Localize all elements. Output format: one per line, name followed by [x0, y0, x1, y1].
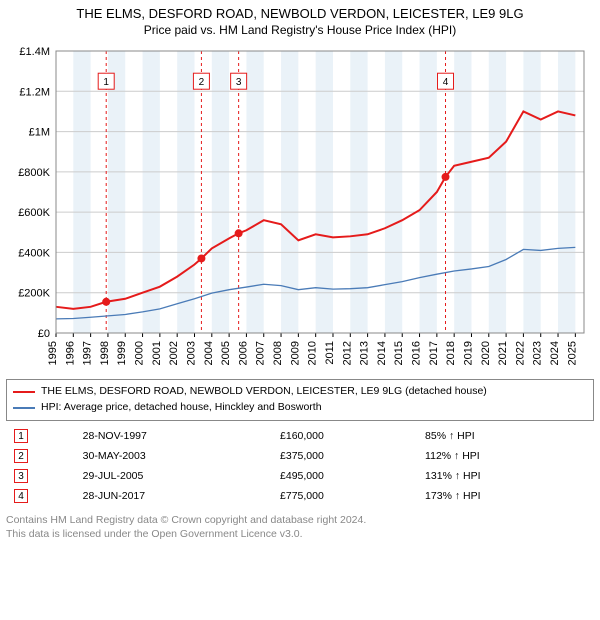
- x-tick-label: 2015: [393, 341, 405, 365]
- chart-container: £0 £200K £400K £600K £800K £1M £1.2M £1.4M 1995 1…: [6, 43, 594, 373]
- legend: THE ELMS, DESFORD ROAD, NEWBOLD VERDON, …: [6, 379, 594, 421]
- chart-marker-label: 4: [443, 77, 449, 88]
- transaction-date: 29-JUL-2005: [77, 467, 272, 485]
- legend-label: HPI: Average price, detached house, Hinc…: [41, 400, 322, 416]
- x-tick-label: 2002: [168, 341, 180, 365]
- title-main: THE ELMS, DESFORD ROAD, NEWBOLD VERDON, …: [6, 6, 594, 21]
- transaction-price: £775,000: [274, 487, 417, 505]
- y-tick-label: £1M: [29, 127, 50, 139]
- x-tick-label: 2004: [203, 341, 215, 365]
- transaction-date: 28-NOV-1997: [77, 427, 272, 445]
- title-sub: Price paid vs. HM Land Registry's House …: [6, 23, 594, 37]
- legend-label: THE ELMS, DESFORD ROAD, NEWBOLD VERDON, …: [41, 384, 487, 400]
- legend-row: HPI: Average price, detached house, Hinc…: [13, 400, 587, 416]
- y-tick-label: £0: [38, 328, 50, 340]
- x-tick-label: 2014: [376, 341, 388, 365]
- y-tick-label: £800K: [18, 167, 50, 179]
- series-marker: [102, 298, 110, 306]
- y-tick-label: £400K: [18, 247, 50, 259]
- transaction-hpi: 85% ↑ HPI: [419, 427, 592, 445]
- transaction-price: £375,000: [274, 447, 417, 465]
- legend-swatch: [13, 407, 35, 409]
- series-marker: [235, 229, 243, 237]
- x-tick-label: 2000: [134, 341, 146, 365]
- y-tick-label: £200K: [18, 288, 50, 300]
- y-tick-label: £600K: [18, 207, 50, 219]
- chart-marker-label: 1: [103, 77, 109, 88]
- x-tick-label: 2018: [445, 341, 457, 365]
- x-tick-label: 1997: [82, 341, 94, 365]
- legend-row: THE ELMS, DESFORD ROAD, NEWBOLD VERDON, …: [13, 384, 587, 400]
- legend-swatch: [13, 391, 35, 393]
- x-tick-label: 2001: [151, 341, 163, 365]
- transaction-date: 30-MAY-2003: [77, 447, 272, 465]
- x-tick-label: 2019: [462, 341, 474, 365]
- x-tick-label: 2025: [566, 341, 578, 365]
- x-tick-label: 2006: [237, 341, 249, 365]
- x-tick-label: 2008: [272, 341, 284, 365]
- x-tick-label: 2012: [341, 341, 353, 365]
- transactions-table: 1 28-NOV-1997£160,00085% ↑ HPI 2 30-MAY-200…: [6, 425, 594, 507]
- transaction-price: £160,000: [274, 427, 417, 445]
- x-tick-label: 2017: [428, 341, 440, 365]
- table-row: 2 30-MAY-2003£375,000112% ↑ HPI: [8, 447, 592, 465]
- x-tick-label: 2005: [220, 341, 232, 365]
- x-tick-label: 1999: [116, 341, 128, 365]
- transaction-date: 28-JUN-2017: [77, 487, 272, 505]
- transaction-hpi: 173% ↑ HPI: [419, 487, 592, 505]
- x-tick-label: 2020: [480, 341, 492, 365]
- footer-attribution: Contains HM Land Registry data © Crown c…: [6, 513, 594, 542]
- x-tick-label: 2007: [255, 341, 267, 365]
- footer-line-2: This data is licensed under the Open Gov…: [6, 527, 594, 542]
- price-chart: £0 £200K £400K £600K £800K £1M £1.2M £1.4M 1995 1…: [6, 43, 594, 373]
- transaction-price: £495,000: [274, 467, 417, 485]
- y-tick-label: £1.2M: [19, 86, 50, 98]
- x-tick-label: 2009: [289, 341, 301, 365]
- x-tick-label: 2024: [549, 341, 561, 365]
- x-tick-label: 1998: [99, 341, 111, 365]
- transaction-marker: 2: [14, 449, 28, 463]
- x-tick-label: 1995: [47, 341, 59, 365]
- series-marker: [442, 173, 450, 181]
- x-tick-label: 2013: [359, 341, 371, 365]
- chart-marker-label: 2: [199, 77, 205, 88]
- y-tick-label: £1.4M: [19, 46, 50, 58]
- table-row: 4 28-JUN-2017£775,000173% ↑ HPI: [8, 487, 592, 505]
- x-tick-label: 2022: [514, 341, 526, 365]
- transaction-hpi: 131% ↑ HPI: [419, 467, 592, 485]
- table-row: 1 28-NOV-1997£160,00085% ↑ HPI: [8, 427, 592, 445]
- x-tick-label: 1996: [64, 341, 76, 365]
- chart-title-block: THE ELMS, DESFORD ROAD, NEWBOLD VERDON, …: [6, 6, 594, 37]
- transaction-marker: 4: [14, 489, 28, 503]
- transaction-marker: 1: [14, 429, 28, 443]
- x-tick-label: 2003: [185, 341, 197, 365]
- footer-line-1: Contains HM Land Registry data © Crown c…: [6, 513, 594, 528]
- x-tick-label: 2016: [411, 341, 423, 365]
- transaction-hpi: 112% ↑ HPI: [419, 447, 592, 465]
- x-tick-label: 2023: [532, 341, 544, 365]
- transaction-marker: 3: [14, 469, 28, 483]
- table-row: 3 29-JUL-2005£495,000131% ↑ HPI: [8, 467, 592, 485]
- series-marker: [197, 254, 205, 262]
- x-tick-label: 2011: [324, 341, 336, 365]
- x-tick-label: 2010: [307, 341, 319, 365]
- chart-marker-label: 3: [236, 77, 242, 88]
- x-tick-label: 2021: [497, 341, 509, 365]
